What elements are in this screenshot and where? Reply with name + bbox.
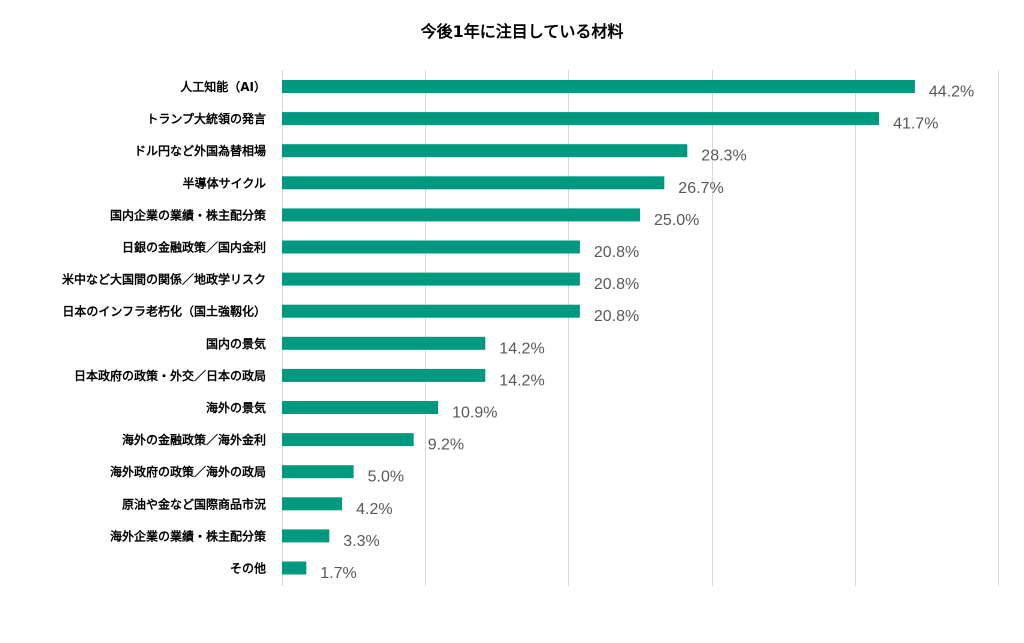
category-label: 海外の景気 — [206, 400, 266, 415]
value-label: 44.2% — [929, 84, 974, 101]
bar — [282, 401, 439, 414]
bar — [282, 529, 330, 543]
bar — [282, 304, 580, 318]
bar — [282, 561, 307, 575]
bar — [282, 240, 580, 254]
value-label: 20.8% — [594, 308, 639, 325]
value-label: 41.7% — [893, 116, 938, 133]
value-label: 9.2% — [428, 437, 464, 454]
value-label: 10.9% — [452, 405, 497, 422]
value-label: 26.7% — [678, 180, 723, 197]
value-label: 4.2% — [356, 501, 392, 518]
value-label: 14.2% — [499, 340, 544, 357]
bar — [282, 208, 640, 222]
category-label: 国内企業の業績・株主配分策 — [110, 207, 267, 222]
bar — [282, 176, 665, 190]
bar — [282, 272, 580, 286]
bar — [282, 336, 486, 350]
category-label: トランプ大統領の発言 — [146, 111, 266, 126]
category-label: 海外政府の政策／海外の政局 — [110, 464, 266, 479]
bar — [282, 465, 354, 479]
category-label: 半導体サイクル — [183, 175, 266, 190]
value-label: 20.8% — [594, 276, 639, 293]
value-labels: 44.2% 41.7% 28.3% 26.7% 25.0% 20.8% 20.8% 20.8%… — [320, 84, 974, 583]
category-label: 海外企業の業績・株主配分策 — [110, 528, 267, 543]
category-label: 日本政府の政策・外交／日本の政局 — [74, 368, 266, 383]
category-labels: 人工知能（AI） トランプ大統領の発言ドル円など外国為替相場半導体サイクル国内企業… — [62, 79, 267, 576]
category-label: 日本のインフラ老朽化（国土強靱化） — [62, 304, 266, 319]
category-label: 海外の金融政策／海外金利 — [122, 432, 266, 447]
category-label: 原油や金など国際商品市況 — [122, 496, 266, 511]
value-label: 20.8% — [594, 244, 639, 261]
bars — [282, 80, 915, 575]
category-label: 人工知能（AI） — [180, 79, 266, 94]
chart-title: 今後1年に注目している材料 — [420, 22, 624, 41]
bar — [282, 497, 343, 511]
bar — [282, 368, 486, 382]
value-label: 25.0% — [654, 212, 699, 229]
category-label: 米中など大国間の関係／地政学リスク — [62, 272, 266, 287]
bar — [282, 80, 915, 93]
category-label: ドル円など外国為替相場 — [134, 143, 266, 158]
value-label: 1.7% — [320, 565, 356, 582]
bar — [282, 144, 688, 158]
bar — [282, 112, 880, 126]
category-label: 日銀の金融政策／国内金利 — [122, 240, 266, 255]
value-label: 5.0% — [368, 469, 404, 486]
bar — [282, 433, 414, 447]
category-label: その他 — [230, 561, 266, 576]
value-label: 3.3% — [343, 533, 379, 550]
value-label: 14.2% — [499, 372, 544, 389]
value-label: 28.3% — [701, 148, 746, 165]
category-label: 国内の景気 — [206, 336, 266, 351]
